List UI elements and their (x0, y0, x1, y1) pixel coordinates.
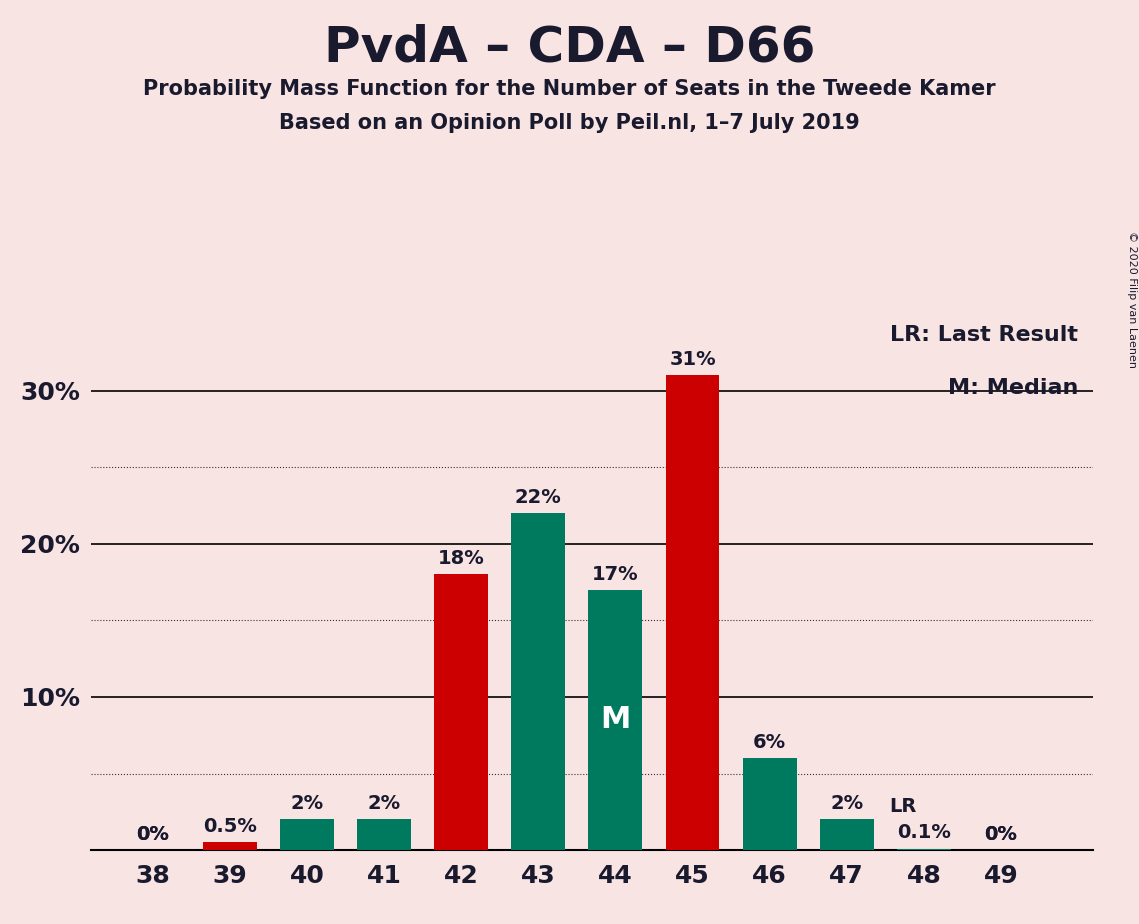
Bar (511, 513, 565, 850)
Bar (820, 820, 874, 850)
Bar (358, 820, 411, 850)
Text: LR: Last Result: LR: Last Result (891, 325, 1079, 345)
Text: 0.1%: 0.1% (896, 823, 951, 843)
Text: 0.5%: 0.5% (203, 818, 256, 836)
Text: 2%: 2% (290, 795, 323, 813)
Text: 0%: 0% (137, 825, 170, 844)
Bar (589, 590, 642, 850)
Text: 17%: 17% (592, 565, 639, 584)
Bar (896, 848, 951, 850)
Text: 6%: 6% (753, 733, 786, 752)
Text: M: M (600, 705, 631, 735)
Text: © 2020 Filip van Laenen: © 2020 Filip van Laenen (1126, 231, 1137, 368)
Text: 31%: 31% (670, 350, 715, 370)
Text: 0%: 0% (984, 825, 1017, 844)
Text: 18%: 18% (437, 550, 484, 568)
Bar (743, 759, 796, 850)
Text: LR: LR (890, 796, 917, 816)
Bar (280, 820, 334, 850)
Bar (434, 575, 489, 850)
Bar (203, 843, 257, 850)
Text: 2%: 2% (830, 795, 863, 813)
Text: PvdA – CDA – D66: PvdA – CDA – D66 (323, 23, 816, 71)
Text: Probability Mass Function for the Number of Seats in the Tweede Kamer: Probability Mass Function for the Number… (144, 79, 995, 99)
Text: M: Median: M: Median (948, 379, 1079, 398)
Text: 0%: 0% (984, 825, 1017, 844)
Text: 0%: 0% (137, 825, 170, 844)
Bar (665, 375, 720, 850)
Text: Based on an Opinion Poll by Peil.nl, 1–7 July 2019: Based on an Opinion Poll by Peil.nl, 1–7… (279, 113, 860, 133)
Text: 22%: 22% (515, 488, 562, 507)
Text: 2%: 2% (368, 795, 401, 813)
